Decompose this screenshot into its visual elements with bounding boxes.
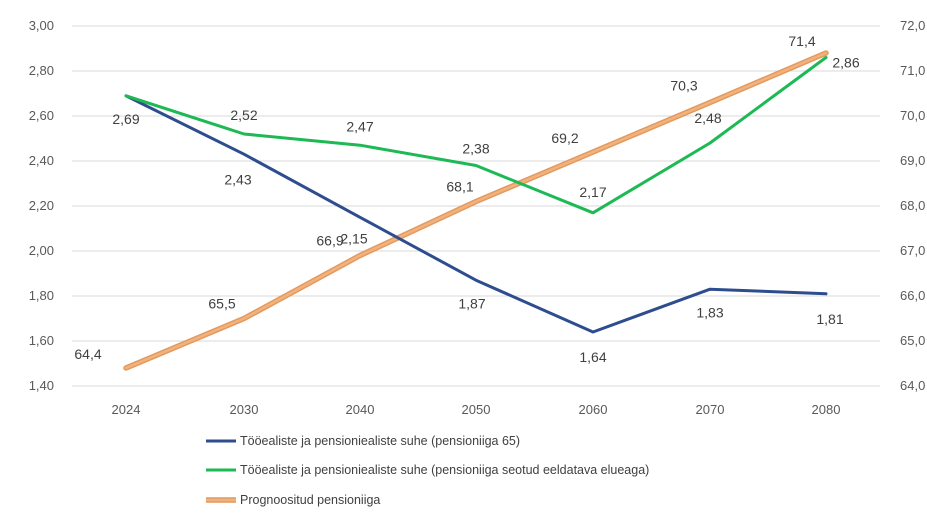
- x-tick-label: 2040: [346, 402, 375, 417]
- legend-label: Tööealiste ja pensioniealiste suhe (pens…: [240, 463, 649, 477]
- left-tick-label: 3,00: [29, 18, 54, 33]
- data-label: 66,9: [316, 233, 343, 249]
- data-label: 69,2: [551, 130, 578, 146]
- x-tick-label: 2024: [112, 402, 141, 417]
- right-axis-ticks: 64,0 65,0 66,0 67,0 68,0 69,0 70,0 71,0 72,0: [900, 18, 925, 393]
- right-tick-label: 64,0: [900, 378, 925, 393]
- x-tick-label: 2050: [462, 402, 491, 417]
- series-line-pension-age: [124, 51, 828, 370]
- data-labels: 2,69 2,43 2,15 1,87 1,64 1,83 1,81 2,52 2,47 2,38…: [74, 33, 859, 365]
- x-tick-label: 2070: [696, 402, 725, 417]
- data-label: 2,47: [346, 118, 373, 134]
- data-label: 2,17: [579, 184, 606, 200]
- data-label: 70,3: [670, 78, 697, 94]
- data-label: 2,15: [340, 230, 367, 246]
- x-tick-label: 2080: [812, 402, 841, 417]
- left-tick-label: 1,40: [29, 378, 54, 393]
- right-tick-label: 72,0: [900, 18, 925, 33]
- data-label: 68,1: [446, 179, 473, 195]
- left-tick-label: 2,80: [29, 63, 54, 78]
- right-tick-label: 65,0: [900, 333, 925, 348]
- right-tick-label: 71,0: [900, 63, 925, 78]
- data-label: 1,64: [579, 349, 606, 365]
- gridlines: [72, 25, 880, 387]
- data-label: 2,69: [112, 111, 139, 127]
- right-tick-label: 69,0: [900, 153, 925, 168]
- legend-label: Prognoositud pensioniiga: [240, 493, 380, 507]
- data-label: 1,81: [816, 311, 843, 327]
- left-tick-label: 2,00: [29, 243, 54, 258]
- x-tick-label: 2030: [230, 402, 259, 417]
- data-label: 2,48: [694, 110, 721, 126]
- series-line-ratio-65: [124, 94, 828, 334]
- legend: Tööealiste ja pensioniealiste suhe (pens…: [206, 434, 649, 507]
- data-label: 64,4: [74, 346, 101, 362]
- left-tick-label: 2,60: [29, 108, 54, 123]
- right-tick-label: 67,0: [900, 243, 925, 258]
- legend-label: Tööealiste ja pensioniealiste suhe (pens…: [240, 434, 520, 448]
- data-label: 65,5: [208, 296, 235, 312]
- x-axis-ticks: 2024 2030 2040 2050 2060 2070 2080: [112, 402, 841, 417]
- left-tick-label: 2,40: [29, 153, 54, 168]
- right-tick-label: 66,0: [900, 288, 925, 303]
- left-tick-label: 1,60: [29, 333, 54, 348]
- left-axis-ticks: 1,40 1,60 1,80 2,00 2,20 2,40 2,60 2,80 3,00: [29, 18, 54, 393]
- right-tick-label: 68,0: [900, 198, 925, 213]
- left-tick-label: 1,80: [29, 288, 54, 303]
- left-tick-label: 2,20: [29, 198, 54, 213]
- series-line-ratio-life-expectancy: [124, 56, 828, 215]
- x-tick-label: 2060: [579, 402, 608, 417]
- data-label: 2,43: [224, 171, 251, 187]
- data-label: 2,86: [832, 55, 859, 71]
- data-label: 1,87: [458, 295, 485, 311]
- data-label: 71,4: [788, 33, 815, 49]
- series-lines: [123, 50, 829, 371]
- series-line-outline: [123, 50, 829, 371]
- right-tick-label: 70,0: [900, 108, 925, 123]
- data-label: 2,38: [462, 141, 489, 157]
- data-label: 1,83: [696, 304, 723, 320]
- data-label: 2,52: [230, 107, 257, 123]
